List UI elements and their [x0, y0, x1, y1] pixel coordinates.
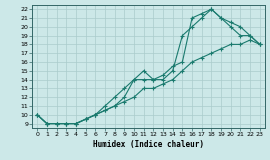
- X-axis label: Humidex (Indice chaleur): Humidex (Indice chaleur): [93, 140, 204, 149]
